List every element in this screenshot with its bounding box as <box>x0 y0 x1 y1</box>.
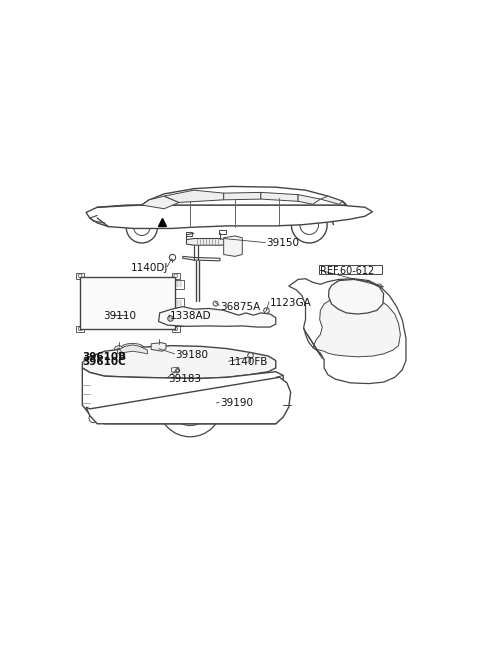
Circle shape <box>183 398 197 412</box>
Polygon shape <box>329 280 384 314</box>
Polygon shape <box>321 196 343 204</box>
Circle shape <box>170 384 211 426</box>
Text: 1140DJ: 1140DJ <box>131 263 168 272</box>
Text: 1123GA: 1123GA <box>270 298 312 308</box>
Polygon shape <box>81 277 175 329</box>
Text: 39150: 39150 <box>266 238 300 248</box>
Text: 39610C: 39610C <box>83 358 126 367</box>
Polygon shape <box>86 205 372 229</box>
Circle shape <box>166 353 185 371</box>
Bar <box>175 299 183 307</box>
Bar <box>89 284 163 321</box>
Ellipse shape <box>121 343 144 352</box>
Circle shape <box>263 318 270 325</box>
Polygon shape <box>186 238 229 245</box>
Circle shape <box>375 373 384 382</box>
Circle shape <box>213 400 219 406</box>
Bar <box>216 363 257 373</box>
Circle shape <box>174 327 178 331</box>
Text: 36875A: 36875A <box>220 301 260 312</box>
Circle shape <box>349 330 359 339</box>
Circle shape <box>376 284 382 290</box>
Polygon shape <box>118 345 147 354</box>
Bar <box>213 211 228 214</box>
Text: REF.60-612: REF.60-612 <box>321 266 375 276</box>
FancyBboxPatch shape <box>319 265 382 274</box>
Circle shape <box>324 326 332 335</box>
Circle shape <box>89 414 98 422</box>
Text: 1338AD: 1338AD <box>170 311 211 321</box>
Bar <box>101 363 142 373</box>
Polygon shape <box>151 343 166 351</box>
Circle shape <box>78 327 82 331</box>
Polygon shape <box>164 190 224 202</box>
Circle shape <box>170 315 177 323</box>
Polygon shape <box>298 195 321 204</box>
Polygon shape <box>83 368 283 424</box>
Bar <box>302 210 317 212</box>
Bar <box>175 317 183 326</box>
Text: 39180: 39180 <box>175 350 208 360</box>
Polygon shape <box>142 196 179 209</box>
Polygon shape <box>172 367 180 373</box>
Circle shape <box>329 300 335 306</box>
Bar <box>172 272 180 278</box>
Circle shape <box>300 216 319 234</box>
Circle shape <box>291 207 327 243</box>
Polygon shape <box>224 193 261 200</box>
Text: 39190: 39190 <box>220 398 253 408</box>
Bar <box>246 360 253 365</box>
Bar <box>158 363 200 373</box>
Circle shape <box>258 371 267 380</box>
Text: 39183: 39183 <box>168 374 201 384</box>
Circle shape <box>335 281 341 288</box>
Circle shape <box>174 274 178 278</box>
Polygon shape <box>83 346 276 379</box>
Circle shape <box>133 219 150 236</box>
Circle shape <box>126 212 157 243</box>
Bar <box>76 326 84 332</box>
Polygon shape <box>158 307 276 327</box>
Circle shape <box>114 346 123 354</box>
Circle shape <box>256 414 265 422</box>
Polygon shape <box>224 236 242 256</box>
Text: 39610B: 39610B <box>83 352 126 362</box>
Polygon shape <box>183 256 220 261</box>
Circle shape <box>388 310 397 318</box>
Bar <box>76 272 84 278</box>
Circle shape <box>200 353 218 371</box>
Circle shape <box>347 286 369 308</box>
Circle shape <box>132 353 151 371</box>
Bar <box>257 210 272 214</box>
Circle shape <box>335 371 344 380</box>
Bar <box>211 399 222 407</box>
Circle shape <box>233 353 252 371</box>
Circle shape <box>381 302 386 308</box>
Circle shape <box>117 348 121 352</box>
Bar <box>172 326 180 332</box>
Circle shape <box>228 318 235 325</box>
Polygon shape <box>289 278 406 384</box>
Circle shape <box>87 401 96 409</box>
Polygon shape <box>142 187 347 205</box>
Polygon shape <box>313 294 400 357</box>
Bar <box>175 280 183 289</box>
Polygon shape <box>261 193 298 201</box>
Circle shape <box>89 371 98 380</box>
Circle shape <box>394 345 403 354</box>
Text: 39110: 39110 <box>103 311 136 321</box>
Polygon shape <box>86 377 290 424</box>
Bar <box>219 231 226 234</box>
Circle shape <box>78 274 82 278</box>
Circle shape <box>158 373 222 437</box>
Circle shape <box>352 291 363 302</box>
Bar <box>186 232 192 236</box>
Text: 1140FB: 1140FB <box>229 358 269 367</box>
Circle shape <box>99 353 118 371</box>
